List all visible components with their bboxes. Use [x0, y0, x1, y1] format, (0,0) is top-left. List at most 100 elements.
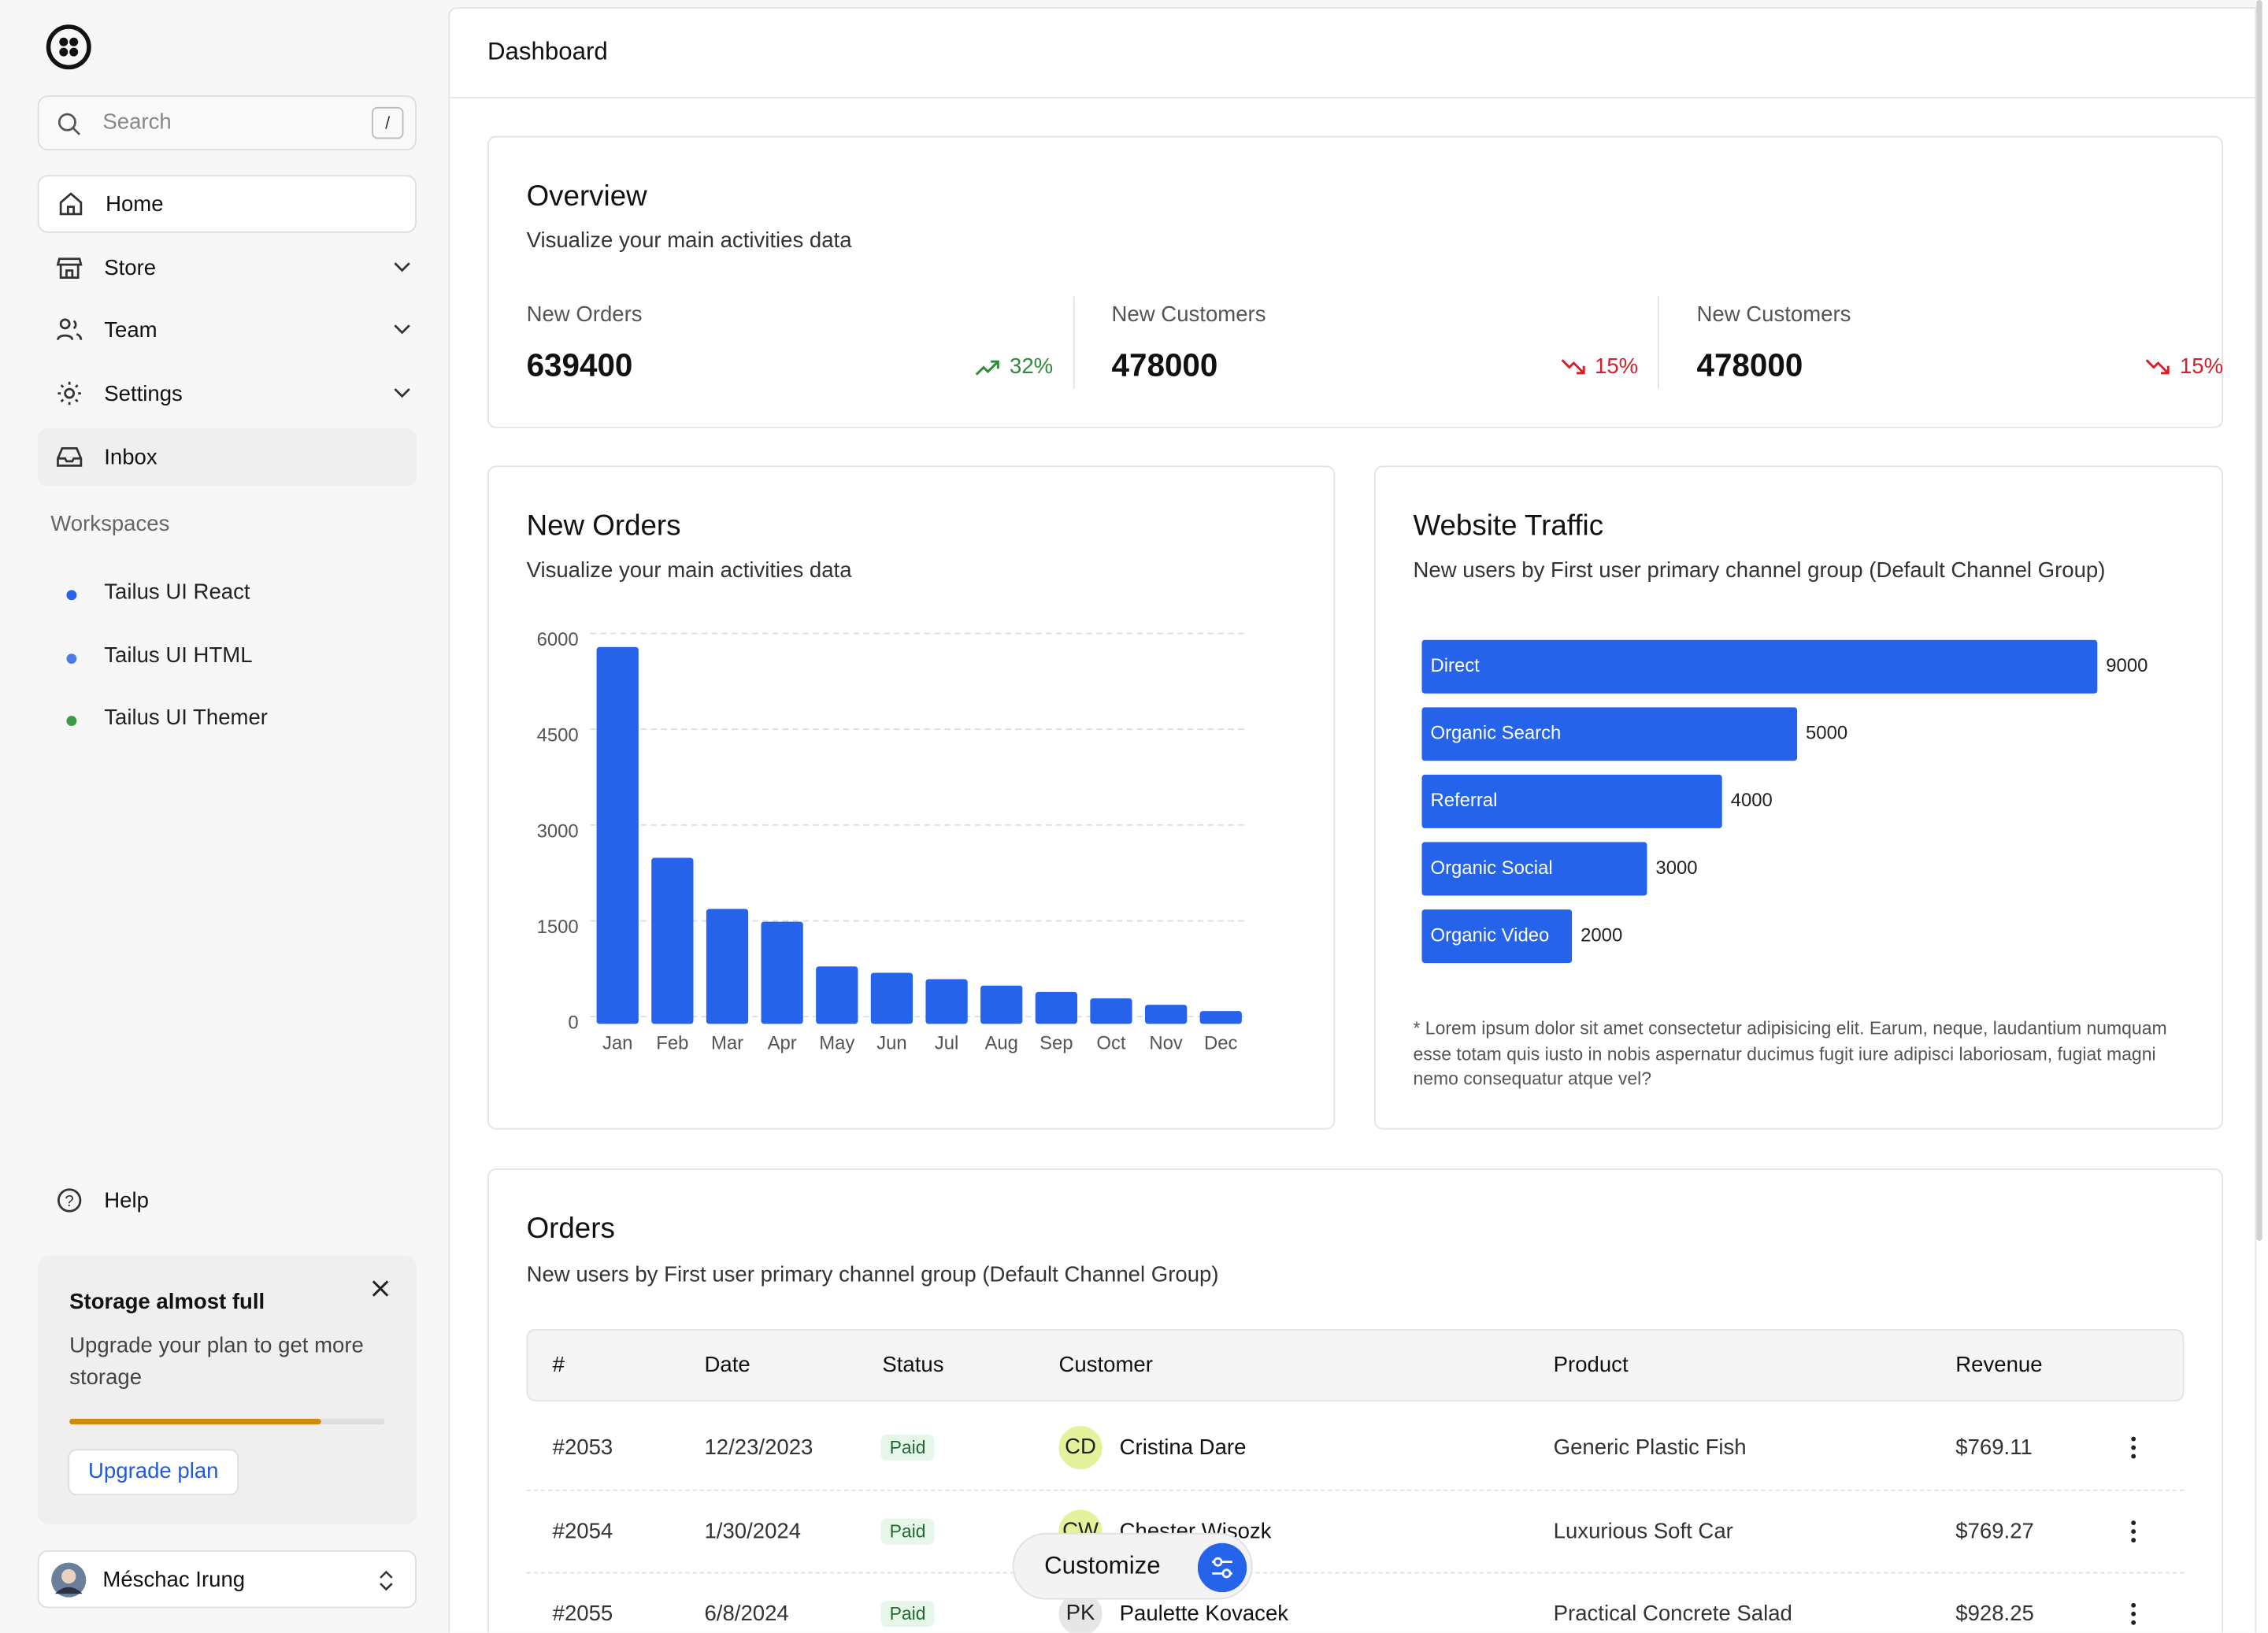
- stat-label: New Customers: [1112, 302, 1266, 327]
- value-label: 9000: [2106, 655, 2148, 676]
- bar-label: Direct: [1431, 655, 1480, 676]
- nav-item[interactable]: Team: [38, 301, 417, 358]
- chevron: [394, 261, 411, 273]
- icon-path: [61, 194, 81, 214]
- x-tick-label: Jul: [935, 1032, 959, 1053]
- row-divider: [527, 1489, 2185, 1490]
- bar-label: Organic Search: [1431, 723, 1562, 744]
- progress-track: [69, 1419, 384, 1424]
- storage-card: Storage almost full Upgrade your plan to…: [38, 1255, 417, 1524]
- nav-item[interactable]: Inbox: [38, 428, 417, 486]
- bar: [1200, 1011, 1242, 1024]
- cell-revenue: $928.25: [1955, 1602, 2034, 1627]
- scrollbar-thumb[interactable]: [2256, 0, 2262, 1241]
- y-tick-label: 6000: [537, 629, 579, 650]
- cell-date: 1/30/2024: [704, 1519, 801, 1543]
- bar: [1090, 998, 1132, 1024]
- search-box[interactable]: Search /: [38, 95, 417, 150]
- help-icon: ?: [55, 1186, 84, 1215]
- user-name: Méschac Irung: [102, 1568, 245, 1592]
- nav-item[interactable]: Store: [38, 239, 417, 296]
- footnote: * Lorem ipsum dolor sit amet consectetur…: [1413, 1016, 2179, 1092]
- nav-label: Inbox: [104, 445, 157, 469]
- search-icon: [57, 111, 83, 137]
- bar: [706, 909, 748, 1024]
- nav-label: Settings: [104, 381, 183, 405]
- row-menu[interactable]: [2129, 1603, 2138, 1626]
- trend-icon: [975, 359, 1001, 376]
- row-menu[interactable]: [2129, 1520, 2138, 1542]
- cell-product: Luxurious Soft Car: [1554, 1519, 1733, 1543]
- workspace-link[interactable]: Tailus UI React: [104, 580, 250, 605]
- menu-dot: [2131, 1454, 2136, 1459]
- cell-date: 6/8/2024: [704, 1602, 788, 1627]
- menu-dot: [2131, 1437, 2136, 1442]
- cell-product: Generic Plastic Fish: [1554, 1435, 1747, 1460]
- x-tick-label: Sep: [1040, 1032, 1073, 1053]
- workspace-link[interactable]: Tailus UI HTML: [104, 642, 252, 667]
- bar-chart: 01500300045006000JanFebMarAprMayJunJulAu…: [489, 467, 1334, 1128]
- stat-change: 32%: [1010, 354, 1053, 379]
- user-menu[interactable]: Méschac Irung: [38, 1550, 417, 1608]
- stat-value: 478000: [1696, 347, 1803, 385]
- cell-id: #2053: [553, 1435, 613, 1460]
- x-tick-label: Jun: [876, 1032, 906, 1053]
- nav-item[interactable]: Home: [38, 175, 417, 232]
- value-label: 2000: [1581, 924, 1622, 946]
- help-link[interactable]: ? Help: [38, 1172, 417, 1229]
- overview-card: Overview Visualize your main activities …: [487, 136, 2223, 428]
- row-menu[interactable]: [2129, 1436, 2138, 1459]
- bar: [1145, 1005, 1187, 1024]
- chevron-path: [395, 325, 409, 332]
- value-label: 4000: [1731, 790, 1773, 811]
- icon-path: [57, 259, 80, 278]
- x-tick-label: Oct: [1096, 1032, 1125, 1053]
- svg-text:?: ?: [65, 1193, 74, 1210]
- nav-item[interactable]: Settings: [38, 365, 417, 422]
- close-icon[interactable]: [370, 1279, 391, 1299]
- column-header: Product: [1554, 1353, 1629, 1377]
- nav-icon: [55, 443, 84, 472]
- value-label: 5000: [1806, 723, 1847, 744]
- x-tick-label: Mar: [711, 1032, 743, 1053]
- x-tick-label: Feb: [656, 1032, 688, 1053]
- bar-label: Organic Video: [1431, 924, 1550, 946]
- workspace-link[interactable]: Tailus UI Themer: [104, 705, 268, 730]
- y-tick-label: 4500: [537, 725, 579, 746]
- workspace-dot: [66, 653, 76, 663]
- cell-customer: Paulette Kovacek: [1120, 1602, 1288, 1627]
- column-header: Customer: [1058, 1353, 1152, 1377]
- user-avatar: [50, 1562, 87, 1598]
- stat-value: 639400: [527, 347, 633, 385]
- column-header: #: [553, 1353, 565, 1377]
- status-badge: Paid: [881, 1602, 935, 1627]
- upgrade-button[interactable]: Upgrade plan: [68, 1449, 239, 1495]
- avatar: CD: [1058, 1426, 1102, 1469]
- progress-fill: [69, 1419, 321, 1424]
- nav-label: Store: [104, 255, 156, 280]
- bar: [651, 857, 693, 1024]
- bar-label: Referral: [1431, 790, 1498, 811]
- stat-change: 15%: [1595, 354, 1638, 379]
- cell-product: Practical Concrete Salad: [1554, 1602, 1792, 1627]
- customize-icon: [1198, 1543, 1247, 1592]
- trend-icon: [2145, 359, 2171, 376]
- bar: [1422, 640, 2098, 694]
- storage-text: Upgrade your plan to get more storage: [69, 1331, 395, 1394]
- cell-id: #2054: [553, 1519, 613, 1543]
- chevron-path: [395, 389, 409, 396]
- scrollbar-track: [2256, 0, 2268, 1633]
- page-title: Dashboard: [487, 38, 608, 67]
- y-tick-label: 1500: [537, 916, 579, 938]
- menu-dot: [2131, 1621, 2136, 1626]
- chevron: [394, 324, 411, 335]
- y-tick-label: 0: [568, 1013, 578, 1034]
- search-shortcut: /: [372, 107, 403, 139]
- card-subtitle: Visualize your main activities data: [527, 228, 852, 253]
- customize-button[interactable]: Customize: [1013, 1533, 1253, 1599]
- menu-dot: [2131, 1613, 2136, 1617]
- x-tick-label: Dec: [1204, 1032, 1238, 1053]
- bar: [925, 979, 967, 1024]
- stat-divider: [1658, 297, 1659, 390]
